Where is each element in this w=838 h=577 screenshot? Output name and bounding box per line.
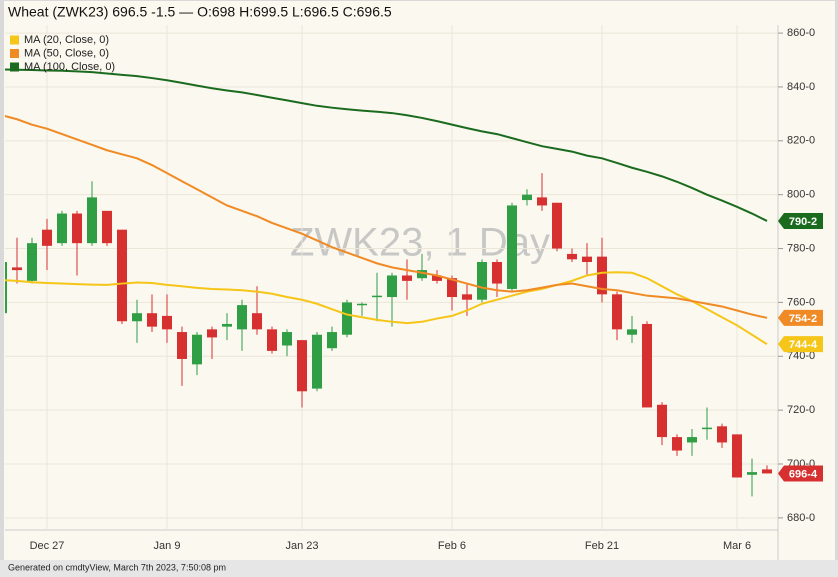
candle-body [687, 437, 697, 443]
legend-swatch [10, 49, 19, 58]
legend-label: MA (20, Close, 0) [24, 34, 109, 46]
legend-swatch [10, 62, 19, 72]
x-tick-label: Feb 21 [585, 540, 619, 552]
candle-body [117, 229, 127, 322]
y-tick-label: 760-0 [787, 296, 815, 308]
candle-body [87, 197, 97, 244]
candle-body [192, 334, 202, 365]
candle-body [27, 243, 37, 281]
candle-body [477, 262, 487, 300]
candle-body [402, 275, 412, 281]
candle-body [267, 329, 277, 351]
candle-body [132, 313, 142, 322]
ma-line [5, 68, 768, 222]
candle-body [5, 262, 7, 314]
candle-body [732, 434, 742, 478]
watermark: ZWK23, 1 Day [290, 221, 550, 265]
footer: Generated on cmdtyView, March 7th 2023, … [8, 562, 226, 572]
y-tick-label: 720-0 [787, 404, 815, 416]
y-tick-label: 840-0 [787, 81, 815, 93]
ma-line [5, 114, 768, 319]
legend: MA (20, Close, 0)MA (50, Close, 0) MA (10… [10, 34, 115, 73]
candle-body [222, 323, 232, 327]
candle-body [252, 313, 262, 330]
candle-body [282, 332, 292, 346]
candle-body [447, 278, 457, 298]
y-tick-label: 860-0 [787, 27, 815, 39]
candle-body [672, 437, 682, 451]
candle-body [582, 256, 592, 263]
candle-body [417, 270, 427, 279]
candle-body [147, 313, 157, 327]
candle-body [297, 340, 307, 392]
y-tick-label: 800-0 [787, 189, 815, 201]
candle-body [312, 334, 322, 389]
candle-body [432, 275, 442, 281]
last-price-label: 696-4 [789, 468, 818, 480]
last-value-label: 754-2 [789, 313, 817, 325]
candle-body [627, 329, 637, 335]
candle-body [552, 202, 562, 249]
last-price-tag [778, 465, 823, 482]
candle-body [177, 332, 187, 359]
candle-body [612, 294, 622, 330]
candle-body [72, 213, 82, 244]
candle-body [387, 275, 397, 298]
candle-body [237, 305, 247, 330]
y-tick-label: 680-0 [787, 512, 815, 524]
footer-bar [0, 560, 838, 577]
candle-body [702, 427, 712, 430]
candle-body [567, 253, 577, 260]
last-value-label: 790-2 [789, 216, 817, 228]
candle-body [537, 197, 547, 206]
x-tick-label: Jan 9 [154, 540, 181, 552]
candle-body [207, 329, 217, 338]
candle-body [597, 256, 607, 295]
candle-body [507, 205, 517, 289]
axes: 680-0700-0720-0740-0760-0780-0800-0820-0… [30, 27, 823, 552]
ma-line [5, 271, 768, 346]
candle-body [762, 469, 772, 474]
plot-background [4, 1, 835, 560]
legend-label: MA (100, Close, 0) [24, 61, 115, 73]
x-tick-label: Jan 23 [285, 540, 318, 552]
candle-body [162, 315, 172, 330]
last-value-label: 744-4 [789, 339, 818, 351]
y-tick-label: 820-0 [787, 135, 815, 147]
candle-body [747, 472, 757, 475]
candle-body [357, 303, 367, 306]
y-tick-label: 740-0 [787, 350, 815, 362]
x-tick-label: Mar 6 [723, 540, 751, 552]
candle-body [717, 426, 727, 443]
x-tick-label: Feb 6 [438, 540, 466, 552]
candle-body [522, 194, 532, 201]
legend-label: MA (50, Close, 0) [24, 47, 109, 59]
candle-body [42, 229, 52, 246]
plot [5, 68, 772, 497]
candle-body [462, 294, 472, 300]
candle-body [372, 295, 382, 298]
chart-title: Wheat (ZWK23) 696.5 -1.5 — O:698 H:699.5… [8, 4, 392, 20]
last-value-tag [778, 309, 823, 326]
x-tick-label: Dec 27 [30, 540, 65, 552]
candle-body [642, 323, 652, 408]
last-value-tag [778, 336, 823, 353]
candle-body [102, 210, 112, 244]
y-tick-label: 780-0 [787, 242, 815, 254]
candle-body [12, 267, 22, 271]
legend-swatch [10, 35, 19, 45]
candle-body [492, 262, 502, 284]
candle-body [57, 213, 67, 244]
last-value-tag [778, 212, 823, 229]
candle-body [342, 302, 352, 335]
candle-body [327, 332, 337, 349]
candle-body [657, 404, 667, 438]
